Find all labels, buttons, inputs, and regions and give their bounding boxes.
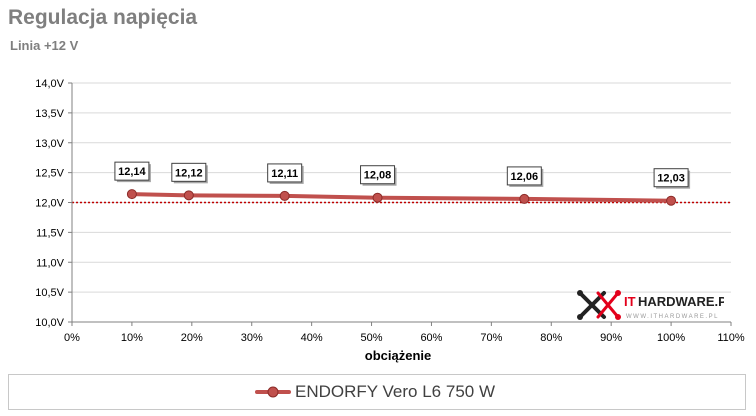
x-tick-label: 70%: [480, 332, 502, 344]
svg-text:HARDWARE.PL: HARDWARE.PL: [638, 294, 724, 309]
line-chart: 10,0V 10,5V 11,0V 11,5V 12,0V 12,5V 13,0V 13,5V…: [35, 78, 745, 363]
data-label: 12,11: [271, 168, 298, 180]
chart-subtitle: Linia +12 V: [10, 38, 79, 53]
svg-text:IT: IT: [624, 294, 636, 309]
data-label: 12,06: [511, 171, 539, 183]
x-tick-label: 100%: [657, 332, 685, 344]
x-tick-label: 50%: [361, 332, 383, 344]
ithardware-logo-icon: IT HARDWARE.PL WWW.ITHARDWARE.PL: [577, 290, 735, 320]
svg-text:WWW.ITHARDWARE.PL: WWW.ITHARDWARE.PL: [626, 314, 719, 320]
data-point: [666, 195, 677, 206]
legend-item: ENDORFY Vero L6 750 W: [255, 382, 495, 402]
data-labels: 12,14 12,12 12,11 12,08 12,06 12,03: [114, 161, 691, 189]
x-tick-label: 40%: [301, 332, 323, 344]
data-label: 12,12: [175, 167, 203, 179]
data-label: 12,03: [657, 173, 685, 185]
legend-label: ENDORFY Vero L6 750 W: [295, 382, 495, 401]
y-tick-label: 10,5V: [35, 287, 64, 299]
x-tick-label: 60%: [420, 332, 442, 344]
data-point: [519, 193, 530, 204]
data-label-box: [114, 161, 150, 181]
x-tick-label: 80%: [540, 332, 562, 344]
data-label-box: [267, 163, 303, 183]
y-tick-label: 13,0V: [35, 138, 64, 150]
x-tick-label: 110%: [717, 332, 745, 344]
y-tick-label: 13,5V: [35, 108, 64, 120]
data-label: 12,14: [118, 166, 146, 178]
series-polyline: [129, 192, 674, 203]
data-point: [183, 190, 194, 201]
x-tick-label: 20%: [181, 332, 203, 344]
data-label-box: [653, 168, 689, 188]
y-tick-label: 14,0V: [35, 78, 64, 90]
x-tick-label: 90%: [600, 332, 622, 344]
data-label: 12,08: [364, 170, 392, 182]
data-label-box: [506, 166, 542, 186]
y-tick-label: 11,0V: [36, 257, 65, 269]
x-axis-title: obciążenie: [365, 348, 431, 363]
legend-swatch: [255, 386, 291, 398]
y-tick-label: 11,5V: [36, 227, 65, 239]
y-tick-label: 12,5V: [35, 168, 64, 180]
data-point: [372, 192, 383, 203]
grid-lines: [72, 82, 731, 293]
chart-title: Regulacja napięcia: [8, 6, 198, 29]
x-tick-label: 30%: [241, 332, 263, 344]
data-point: [279, 190, 290, 201]
axes: 10,0V 10,5V 11,0V 11,5V 12,0V 12,5V 13,0V 13,5V…: [35, 78, 745, 344]
x-tick-label: 0%: [64, 332, 80, 344]
ithardware-logo: IT HARDWARE.PL WWW.ITHARDWARE.PL: [574, 287, 735, 327]
data-label-box: [360, 165, 396, 185]
data-point: [126, 189, 137, 200]
y-tick-label: 12,0V: [35, 198, 64, 210]
data-label-box: [171, 162, 207, 182]
y-tick-label: 10,0V: [35, 317, 64, 329]
series-line: [126, 189, 677, 206]
chart-legend: ENDORFY Vero L6 750 W: [8, 374, 746, 410]
x-tick-label: 10%: [121, 332, 143, 344]
